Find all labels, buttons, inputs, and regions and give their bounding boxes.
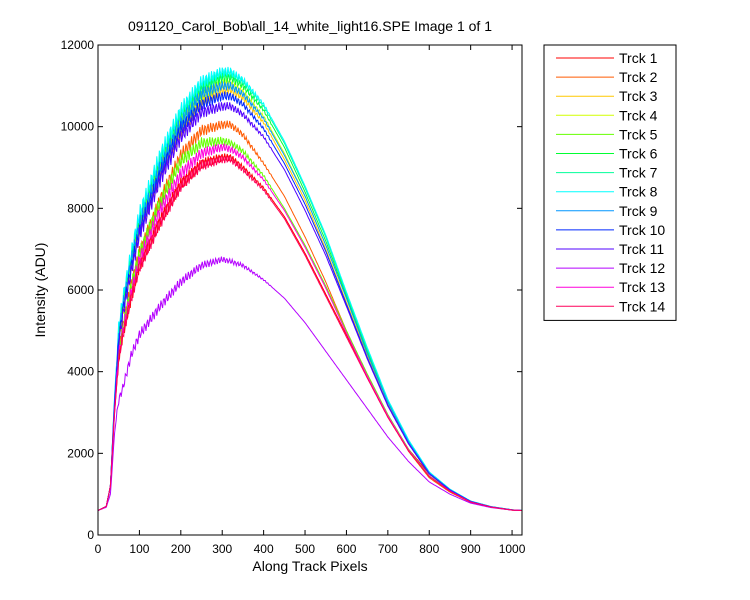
legend-label-14: Trck 14 <box>619 298 665 314</box>
x-tick-label: 800 <box>419 542 439 556</box>
x-tick-label: 100 <box>129 542 149 556</box>
legend-label-11: Trck 11 <box>619 241 664 257</box>
legend-label-1: Trck 1 <box>619 50 658 66</box>
legend-label-13: Trck 13 <box>619 279 665 295</box>
x-tick-label: 400 <box>254 542 274 556</box>
series-line-12 <box>97 256 522 511</box>
legend-label-2: Trck 2 <box>619 69 658 85</box>
x-tick-label: 900 <box>461 542 481 556</box>
data-curves <box>97 66 523 511</box>
y-tick-label: 8000 <box>67 201 94 215</box>
series-line-14 <box>97 155 522 511</box>
y-axis-ticks: 0 2000 4000 6000 8000 10000 12000 <box>61 38 522 542</box>
legend-label-4: Trck 4 <box>619 107 658 123</box>
legend-label-6: Trck 6 <box>619 146 658 162</box>
y-tick-label: 0 <box>87 528 94 542</box>
y-tick-label: 12000 <box>61 38 95 52</box>
x-tick-label: 1000 <box>499 542 526 556</box>
plot-title: 091120_Carol_Bob\all_14_white_light16.SP… <box>128 18 492 34</box>
legend-box <box>543 44 677 321</box>
legend: Trck 1 Trck 2 Trck 3 Trck 4 Trck 5 Trck 6 Trck… <box>543 44 677 321</box>
x-axis-ticks: 0 100 200 300 400 500 600 700 800 900 1000 <box>95 45 526 556</box>
series-line-11 <box>97 102 522 511</box>
legend-label-5: Trck 5 <box>619 126 658 142</box>
legend-label-10: Trck 10 <box>619 222 665 238</box>
y-tick-label: 2000 <box>67 446 94 460</box>
legend-label-7: Trck 7 <box>619 165 658 181</box>
legend-label-12: Trck 12 <box>619 260 665 276</box>
y-tick-label: 6000 <box>67 283 94 297</box>
x-tick-label: 0 <box>95 542 102 556</box>
x-tick-label: 300 <box>212 542 232 556</box>
x-tick-label: 700 <box>378 542 398 556</box>
series-line-2 <box>97 120 522 511</box>
legend-label-8: Trck 8 <box>619 184 658 200</box>
x-tick-label: 200 <box>171 542 191 556</box>
y-tick-label: 4000 <box>67 365 94 379</box>
legend-label-9: Trck 9 <box>619 203 658 219</box>
y-axis-label: Intensity (ADU) <box>32 242 48 338</box>
x-axis-label: Along Track Pixels <box>252 558 368 574</box>
plot-area <box>98 45 522 535</box>
x-tick-label: 600 <box>336 542 356 556</box>
x-tick-label: 500 <box>295 542 315 556</box>
y-tick-label: 10000 <box>61 120 95 134</box>
legend-label-3: Trck 3 <box>619 88 658 104</box>
